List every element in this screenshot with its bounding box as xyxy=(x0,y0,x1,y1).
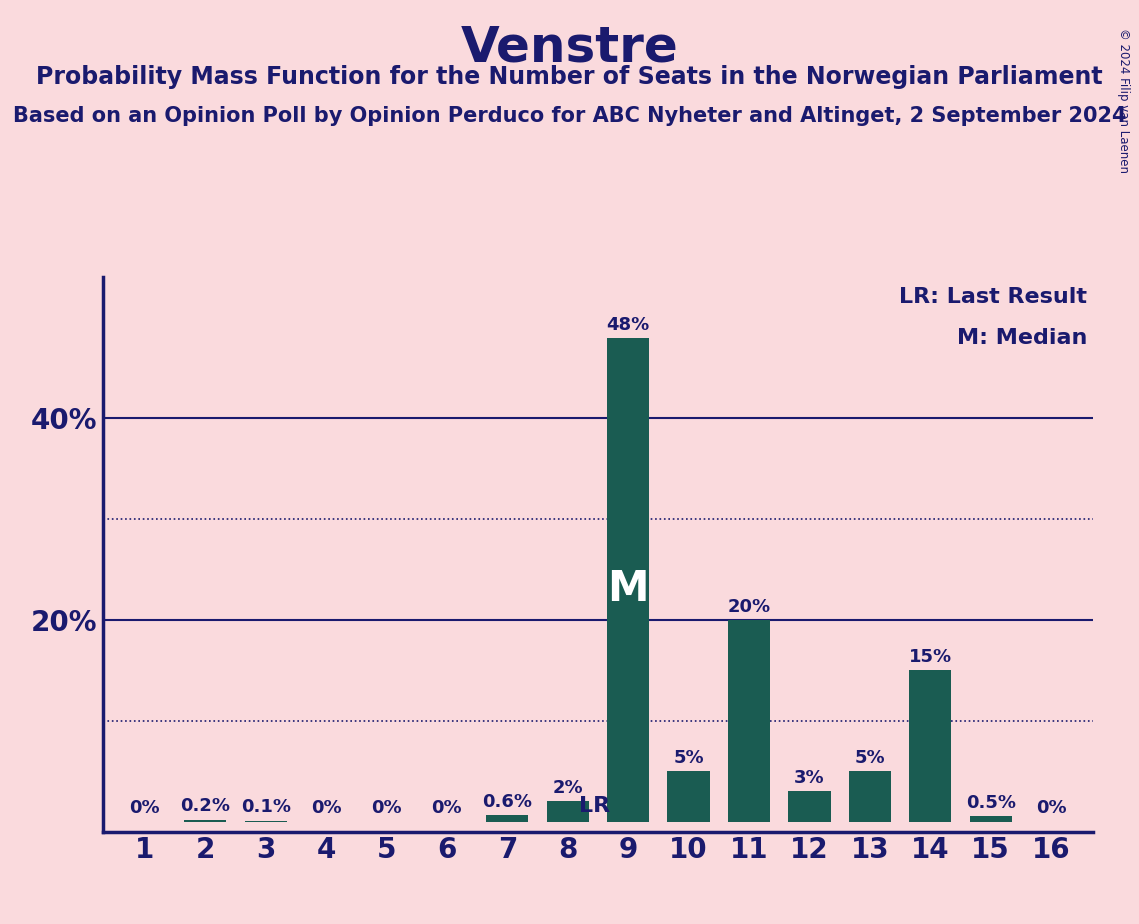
Text: 0.2%: 0.2% xyxy=(180,797,230,816)
Text: 15%: 15% xyxy=(909,649,952,666)
Text: 2%: 2% xyxy=(552,779,583,797)
Text: 0%: 0% xyxy=(130,799,161,818)
Bar xyxy=(969,817,1011,821)
Text: Probability Mass Function for the Number of Seats in the Norwegian Parliament: Probability Mass Function for the Number… xyxy=(36,65,1103,89)
Text: M: M xyxy=(607,568,649,610)
Bar xyxy=(667,772,710,821)
Text: © 2024 Filip van Laenen: © 2024 Filip van Laenen xyxy=(1117,28,1130,173)
Text: 0.5%: 0.5% xyxy=(966,795,1016,812)
Text: 0.1%: 0.1% xyxy=(240,798,290,817)
Bar xyxy=(607,337,649,821)
Text: 48%: 48% xyxy=(607,316,650,334)
Bar xyxy=(909,670,951,821)
Bar xyxy=(849,772,891,821)
Text: 0%: 0% xyxy=(432,799,462,818)
Bar xyxy=(788,791,830,821)
Text: 5%: 5% xyxy=(673,749,704,767)
Text: M: Median: M: Median xyxy=(957,328,1088,347)
Text: 0%: 0% xyxy=(371,799,402,818)
Text: 20%: 20% xyxy=(728,598,771,616)
Bar xyxy=(486,816,528,821)
Text: Venstre: Venstre xyxy=(460,23,679,71)
Text: LR: LR xyxy=(580,796,611,817)
Text: 0%: 0% xyxy=(311,799,342,818)
Bar xyxy=(728,620,770,821)
Text: 0.6%: 0.6% xyxy=(482,794,532,811)
Bar xyxy=(185,820,227,821)
Text: Based on an Opinion Poll by Opinion Perduco for ABC Nyheter and Altinget, 2 Sept: Based on an Opinion Poll by Opinion Perd… xyxy=(13,106,1126,127)
Text: 5%: 5% xyxy=(854,749,885,767)
Text: 0%: 0% xyxy=(1035,799,1066,818)
Bar xyxy=(547,801,589,821)
Text: 3%: 3% xyxy=(794,770,825,787)
Text: LR: Last Result: LR: Last Result xyxy=(900,287,1088,308)
